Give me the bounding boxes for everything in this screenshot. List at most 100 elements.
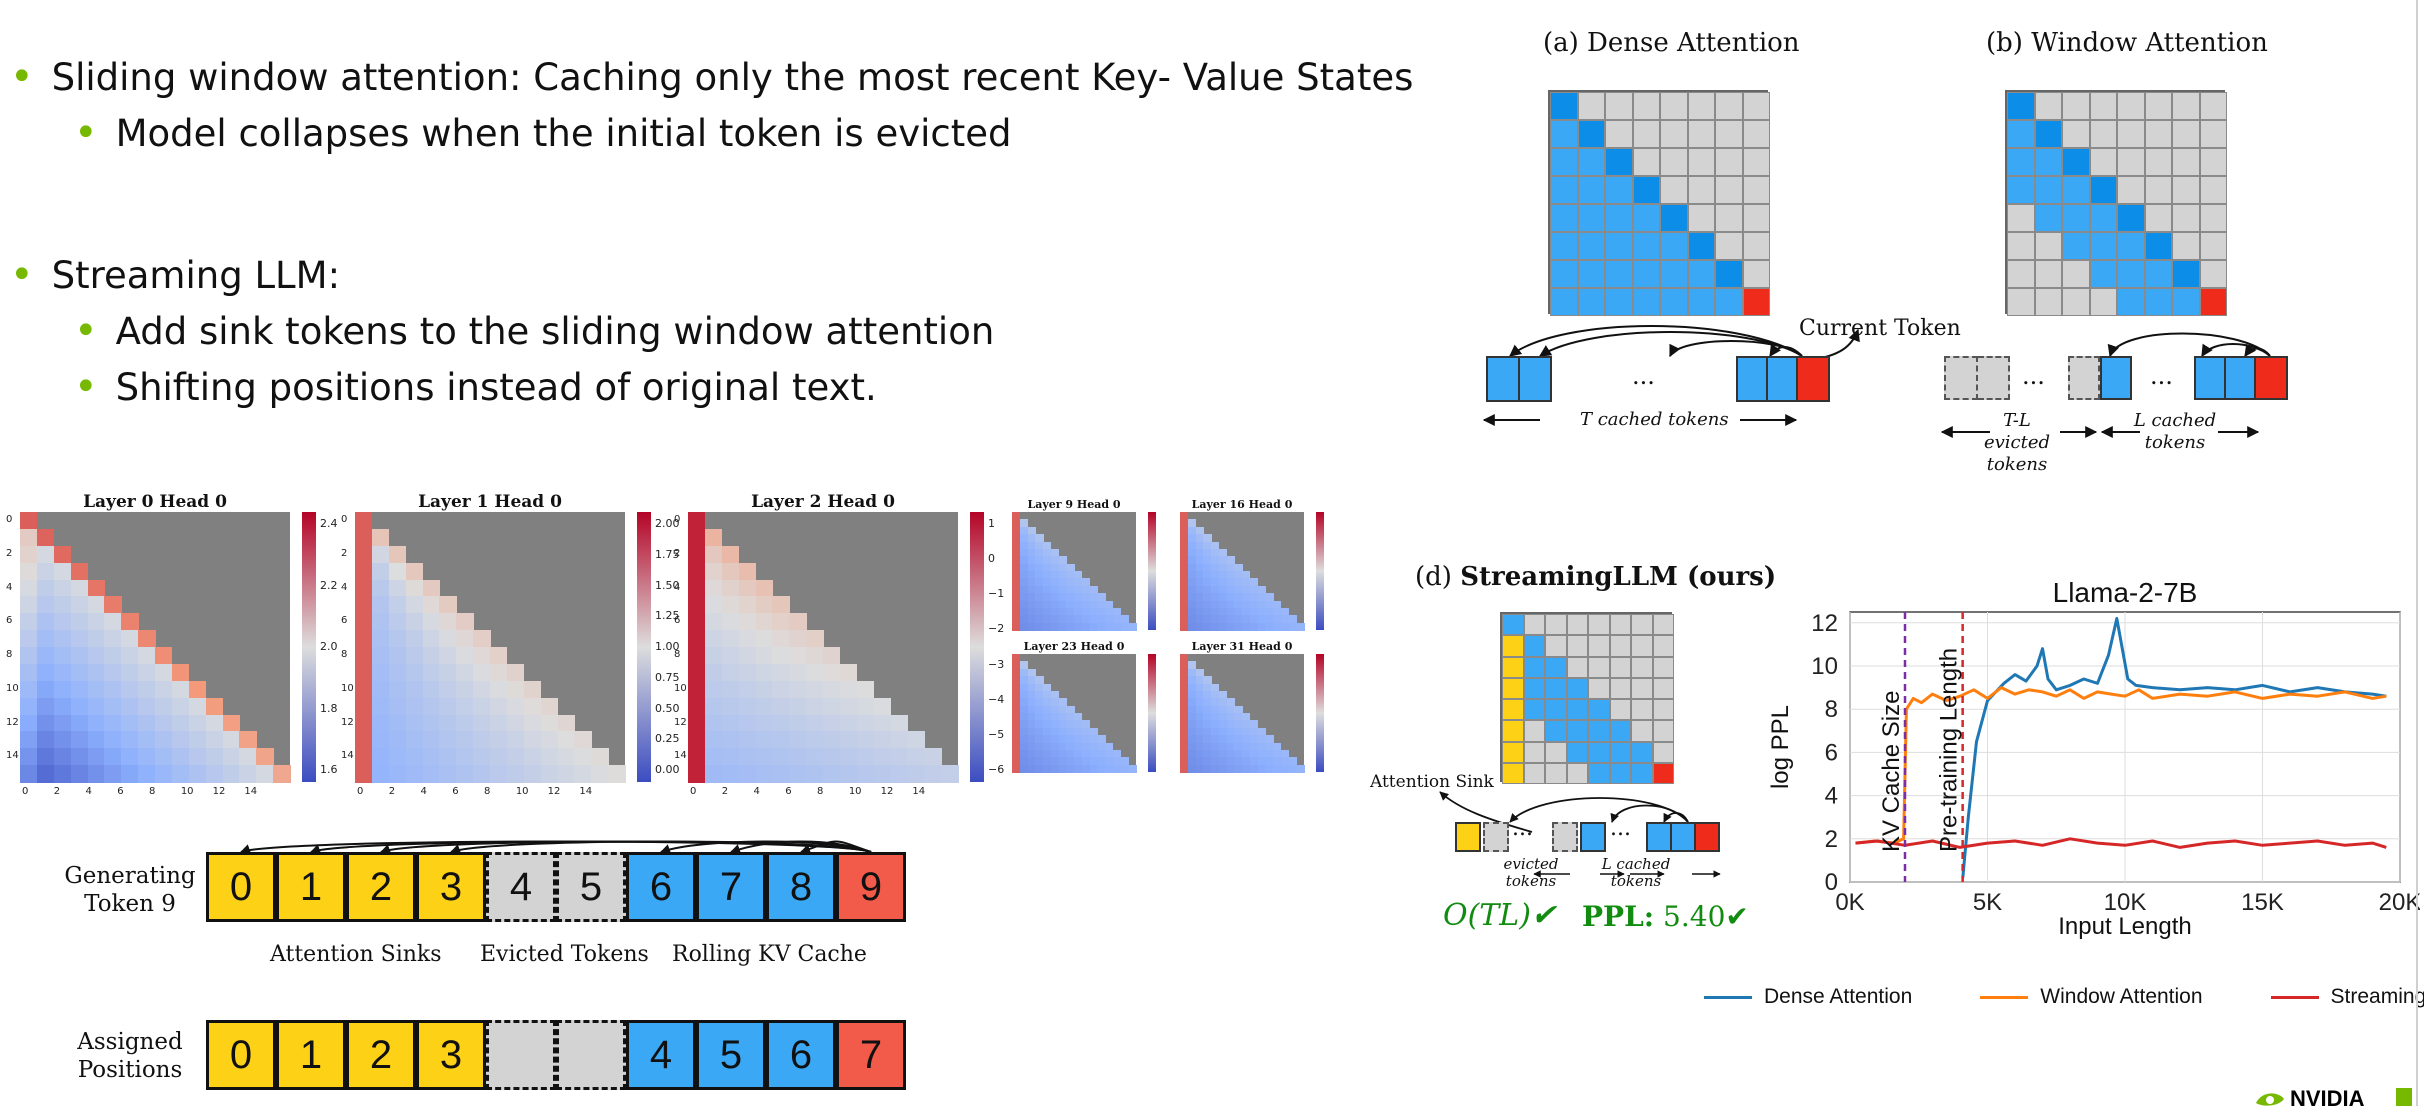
heatmap-cell bbox=[1265, 735, 1274, 743]
heatmap-cell bbox=[704, 663, 723, 682]
heatmap-cell bbox=[355, 714, 373, 732]
heatmap-cell bbox=[907, 748, 925, 766]
colorbar-tick: −5 bbox=[988, 727, 1005, 741]
heatmap-cell bbox=[1195, 556, 1204, 565]
heatmap-y-tick: 0 bbox=[674, 514, 681, 525]
token-box: 1 bbox=[276, 852, 346, 922]
matrix-cell bbox=[1660, 92, 1688, 120]
heatmap-cell bbox=[1081, 735, 1090, 743]
heatmap-cell bbox=[1050, 585, 1059, 594]
heatmap-cell bbox=[355, 528, 373, 547]
heatmap-grid bbox=[1180, 512, 1305, 631]
heatmap-cell bbox=[704, 562, 723, 580]
heatmap-cell bbox=[1112, 749, 1121, 758]
heatmap-cell bbox=[1234, 607, 1243, 616]
heatmap-cell bbox=[171, 765, 190, 783]
heatmap-cell bbox=[738, 748, 756, 766]
heatmap-cell bbox=[1187, 615, 1196, 624]
heatmap-cell bbox=[388, 596, 407, 614]
heatmap-cell bbox=[36, 748, 55, 766]
heatmap-cell bbox=[721, 647, 740, 665]
heatmap-cell bbox=[473, 630, 491, 648]
heatmap-cell bbox=[87, 663, 105, 682]
matrix-cell bbox=[2199, 288, 2227, 316]
heatmap-cell bbox=[823, 765, 841, 783]
heatmap-cell bbox=[1187, 720, 1196, 729]
token-box: 2 bbox=[346, 852, 416, 922]
heatmap-cell bbox=[1019, 526, 1028, 535]
heatmap-cell bbox=[721, 731, 740, 749]
heatmap-cell bbox=[155, 731, 173, 749]
heatmap-cell bbox=[1226, 585, 1235, 594]
ppl-value: 5.40✔ bbox=[1663, 900, 1749, 933]
heatmap-cell bbox=[1112, 615, 1121, 624]
matrix-cell bbox=[1588, 656, 1610, 678]
matrix-cell bbox=[1550, 288, 1578, 316]
colorbar-tick: 1.25 bbox=[655, 609, 680, 623]
heatmap-cell bbox=[1195, 563, 1204, 572]
heatmap-cell bbox=[1249, 757, 1258, 766]
colorbar-tick: 0.50 bbox=[655, 701, 680, 715]
heatmap-cell bbox=[806, 697, 824, 715]
y-tick-label: 10 bbox=[1811, 653, 1838, 680]
heatmap-cell bbox=[1066, 607, 1075, 616]
heatmap-cell bbox=[1180, 654, 1189, 662]
heatmap-cell bbox=[540, 748, 558, 766]
heatmap-cell bbox=[755, 765, 773, 783]
token-box: 9 bbox=[836, 852, 906, 922]
heatmap-cell bbox=[371, 697, 390, 715]
matrix-cell bbox=[2144, 120, 2172, 148]
heatmap-cell bbox=[1050, 571, 1059, 579]
heatmap-cell bbox=[405, 731, 423, 749]
heatmap-cell bbox=[688, 765, 706, 783]
heatmap-cell bbox=[1081, 757, 1090, 766]
heatmap-cell bbox=[1242, 764, 1251, 773]
heatmap-cell bbox=[1058, 749, 1067, 758]
heatmap-cell bbox=[138, 630, 156, 648]
matrix-cell bbox=[2172, 204, 2200, 232]
matrix-cell bbox=[2034, 204, 2062, 232]
heatmap-cell bbox=[1058, 720, 1067, 729]
heatmap-cell bbox=[405, 562, 423, 580]
heatmap-cell bbox=[1112, 622, 1121, 631]
matrix-cell bbox=[1605, 148, 1633, 176]
heatmap-cell bbox=[1058, 742, 1067, 751]
matrix-cell bbox=[1550, 204, 1578, 232]
heatmap-cell bbox=[1226, 607, 1235, 616]
heatmap-cell bbox=[1265, 615, 1274, 624]
heatmap-cell bbox=[1296, 764, 1305, 773]
heatmap-cell bbox=[1180, 571, 1189, 579]
window-title: (b) Window Attention bbox=[1986, 28, 2268, 58]
heatmap-cell bbox=[36, 545, 55, 564]
generating-label: Generating Token 9 bbox=[64, 863, 196, 917]
heatmap-cell bbox=[1089, 742, 1098, 751]
heatmap-cell bbox=[388, 680, 407, 699]
colorbar-tick: 1.00 bbox=[655, 640, 680, 653]
heatmap-cell bbox=[138, 647, 156, 665]
window-evicted-tokens bbox=[1944, 356, 2010, 400]
heatmap-cell bbox=[1273, 615, 1282, 624]
heatmap-cell bbox=[1187, 742, 1196, 751]
matrix-cell bbox=[1715, 120, 1743, 148]
chart-title: Llama-2-7B bbox=[2053, 577, 2198, 608]
heatmap-cell bbox=[1058, 607, 1067, 616]
heatmap-cell bbox=[1226, 556, 1235, 565]
heatmap-cell bbox=[1035, 713, 1044, 721]
dense-dots: ... bbox=[1632, 362, 1655, 390]
heatmap-cell bbox=[1012, 757, 1021, 766]
heatmap-cell bbox=[1035, 698, 1044, 707]
y-tick-label: 4 bbox=[1825, 783, 1838, 810]
heatmap-cell bbox=[1226, 735, 1235, 743]
heatmap-cell bbox=[405, 765, 423, 783]
heatmap-cell bbox=[36, 647, 55, 665]
heatmap-cell bbox=[1066, 720, 1075, 729]
heatmap-cell bbox=[1058, 705, 1067, 714]
heatmap-cell bbox=[1019, 556, 1028, 565]
heatmap-colorbar bbox=[1316, 512, 1324, 630]
heatmap-cell bbox=[873, 748, 891, 766]
heatmap-cell bbox=[1180, 705, 1189, 714]
heatmap-cell bbox=[1074, 757, 1083, 766]
heatmap-cell bbox=[1180, 534, 1189, 542]
heatmap-cell bbox=[1249, 615, 1258, 624]
heatmap-cell bbox=[388, 545, 407, 564]
